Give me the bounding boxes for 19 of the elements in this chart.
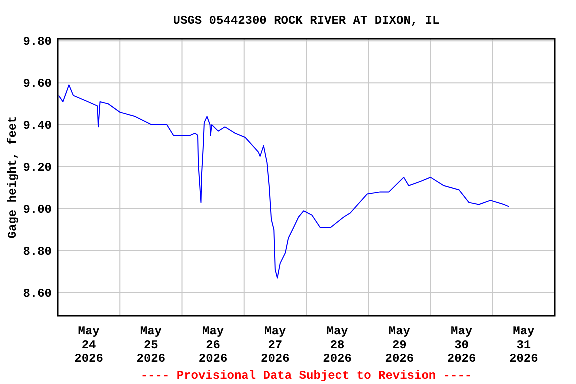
x-tick-label: May 29 2026: [385, 324, 414, 366]
x-tick-label: May 28 2026: [323, 324, 352, 366]
y-tick-label: 9.20: [23, 160, 52, 175]
x-tick-label: May 27 2026: [261, 324, 290, 366]
text: ---- Provisional Data Subject to Revision ----: [140, 369, 472, 383]
x-tick-label: May 30 2026: [447, 324, 476, 366]
y-tick-label: 8.80: [23, 244, 52, 259]
y-tick-label: 9.40: [23, 118, 52, 133]
y-tick-label: 9.80: [23, 34, 52, 49]
y-axis-title: Gage height, feet: [6, 116, 20, 239]
y-tick-label: 9.00: [23, 202, 52, 217]
y-tick-label: 9.60: [23, 76, 52, 91]
chart-title: USGS 05442300 ROCK RIVER AT DIXON, IL: [173, 14, 440, 28]
x-tick-label: May 24 2026: [74, 324, 104, 366]
x-tick-label: May 31 2026: [510, 324, 538, 366]
line-series: [58, 84, 510, 279]
y-tick-label: 8.60: [23, 286, 52, 301]
x-tick-label: May 26 2026: [198, 324, 228, 366]
x-tick-label: May 25 2026: [136, 324, 166, 366]
